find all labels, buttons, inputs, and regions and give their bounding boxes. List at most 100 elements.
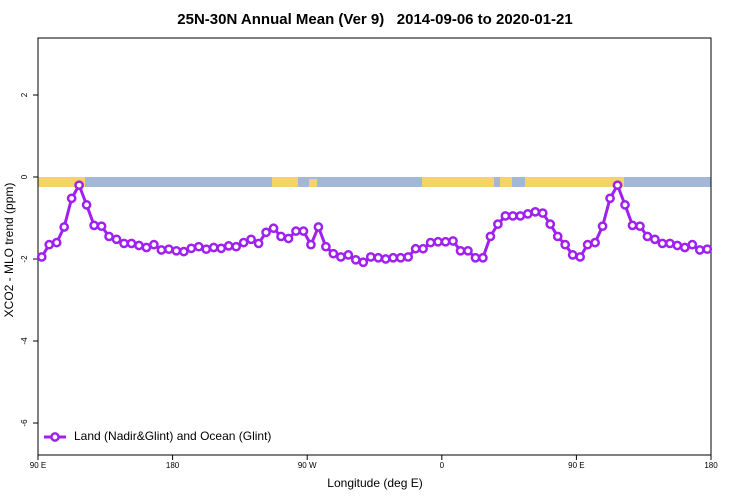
point xyxy=(567,250,578,260)
point xyxy=(66,193,77,204)
point xyxy=(590,237,600,248)
chart-title: 25N-30N Annual Mean (Ver 9) 2014-09-06 t… xyxy=(177,11,572,28)
point xyxy=(291,226,301,236)
point xyxy=(306,239,316,250)
point xyxy=(336,252,346,262)
x-tick-label: 180 xyxy=(166,461,180,470)
point xyxy=(418,243,428,254)
x-tick-label: 90 E xyxy=(568,461,584,470)
point xyxy=(171,245,182,256)
point xyxy=(216,243,227,254)
land-ocean-strip xyxy=(38,177,711,187)
point xyxy=(186,243,197,254)
point xyxy=(365,252,376,262)
point xyxy=(201,244,212,255)
point xyxy=(410,243,421,254)
point xyxy=(246,234,256,245)
point xyxy=(321,241,331,252)
point xyxy=(231,241,242,252)
point xyxy=(283,233,294,244)
point xyxy=(149,239,159,250)
point xyxy=(679,242,690,253)
point xyxy=(665,238,675,249)
point xyxy=(433,236,443,247)
x-tick-label: 180 xyxy=(704,461,718,470)
point xyxy=(343,250,354,260)
point xyxy=(208,242,219,253)
point xyxy=(74,180,84,191)
point xyxy=(328,248,339,259)
point xyxy=(545,219,556,230)
y-tick-label: 2 xyxy=(20,92,29,97)
point xyxy=(485,231,496,242)
point xyxy=(455,245,466,256)
point xyxy=(687,239,698,250)
point xyxy=(178,246,189,257)
x-axis-label: Longitude (deg E) xyxy=(327,476,422,490)
legend-label: Land (Nadir&Glint) and Ocean (Glint) xyxy=(74,429,271,443)
point xyxy=(560,239,571,250)
point xyxy=(59,222,70,232)
point xyxy=(223,241,234,251)
point xyxy=(463,245,473,256)
x-tick-label: 90 W xyxy=(298,461,317,470)
point xyxy=(440,236,451,247)
point xyxy=(642,231,653,242)
point xyxy=(156,245,167,255)
point xyxy=(51,237,62,248)
point xyxy=(537,208,548,218)
point xyxy=(261,227,271,238)
point xyxy=(373,252,384,263)
point xyxy=(702,244,713,255)
point xyxy=(530,207,541,217)
point xyxy=(313,222,324,232)
point xyxy=(96,221,107,232)
point xyxy=(134,240,144,251)
y-tick-label: -6 xyxy=(20,419,29,427)
point xyxy=(350,254,361,265)
point xyxy=(552,231,563,242)
point xyxy=(448,236,458,246)
point xyxy=(470,252,481,263)
x-tick-label: 90 E xyxy=(30,461,46,470)
point xyxy=(253,238,264,249)
point xyxy=(620,200,630,210)
x-tick-label: 0 xyxy=(440,461,445,470)
point xyxy=(358,257,369,268)
y-tick-label: -4 xyxy=(20,337,29,345)
point xyxy=(597,221,608,232)
point xyxy=(500,211,511,221)
point xyxy=(119,238,129,249)
point xyxy=(635,221,645,232)
point xyxy=(575,252,585,262)
point xyxy=(104,231,114,242)
point xyxy=(380,254,391,264)
point xyxy=(268,223,279,234)
point xyxy=(298,226,309,236)
point xyxy=(193,241,204,252)
point xyxy=(694,245,705,255)
point xyxy=(425,237,436,248)
y-tick-label: -2 xyxy=(20,255,29,263)
point xyxy=(36,252,47,262)
point xyxy=(141,242,152,253)
point xyxy=(493,219,503,230)
point xyxy=(582,239,593,250)
point xyxy=(627,220,638,231)
point xyxy=(522,209,533,219)
point xyxy=(111,234,122,245)
point xyxy=(650,234,660,245)
point xyxy=(395,252,406,263)
point xyxy=(89,220,99,231)
legend-marker xyxy=(50,432,60,442)
point xyxy=(126,238,137,249)
point xyxy=(612,180,623,191)
point xyxy=(238,237,249,248)
point xyxy=(478,252,488,263)
point xyxy=(515,211,526,221)
point xyxy=(657,238,668,249)
point xyxy=(403,252,413,262)
y-axis-label: XCO2 - MLO trend (ppm) xyxy=(2,183,16,318)
y-tick-label: 0 xyxy=(20,174,29,179)
